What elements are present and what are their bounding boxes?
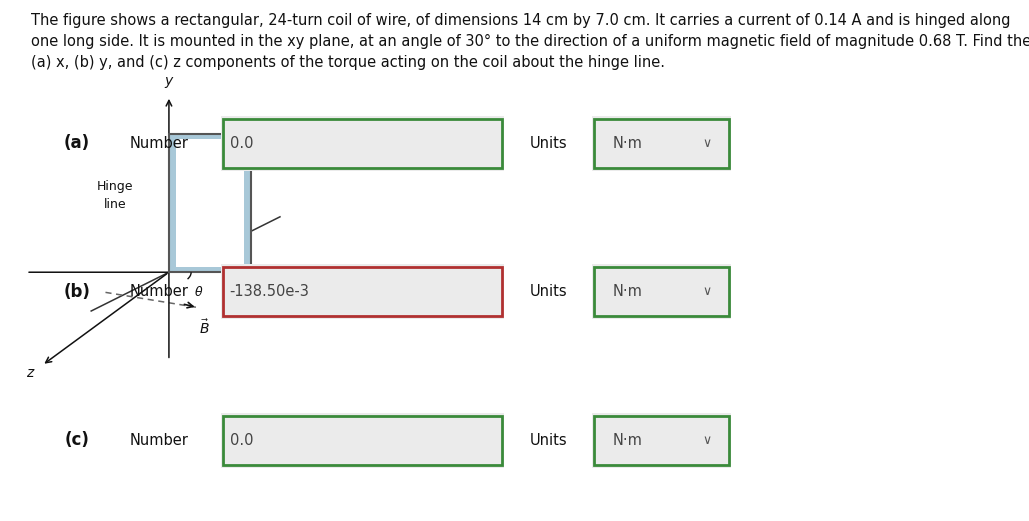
Text: y: y (165, 75, 173, 89)
Text: Number: Number (130, 136, 189, 151)
Text: i: i (256, 135, 259, 148)
Text: (a) x, (b) y, and (c) z components of the torque acting on the coil about the hi: (a) x, (b) y, and (c) z components of th… (31, 55, 665, 70)
Text: Number: Number (130, 284, 189, 299)
Text: -138.50e-3: -138.50e-3 (229, 284, 310, 299)
Text: x: x (382, 265, 390, 279)
Bar (169, 134, 251, 272)
Text: Units: Units (530, 136, 567, 151)
Text: z: z (26, 366, 33, 380)
Bar (169, 134, 251, 272)
Text: 0.0: 0.0 (229, 433, 253, 448)
Text: The figure shows a rectangular, 24-turn coil of wire, of dimensions 14 cm by 7.0: The figure shows a rectangular, 24-turn … (31, 13, 1010, 28)
Text: Units: Units (530, 284, 567, 299)
Text: ∨: ∨ (703, 137, 711, 150)
Text: $\vec{B}$: $\vec{B}$ (199, 319, 210, 338)
Text: ∨: ∨ (703, 434, 711, 446)
Text: ∨: ∨ (703, 286, 711, 298)
Text: N·m: N·m (612, 136, 642, 151)
Text: one long side. It is mounted in the xy plane, at an angle of 30° to the directio: one long side. It is mounted in the xy p… (31, 34, 1029, 49)
Text: Number: Number (130, 433, 189, 448)
Text: $\theta$: $\theta$ (194, 285, 204, 299)
Text: N·m: N·m (612, 433, 642, 448)
Bar (176, 139, 245, 267)
Text: N·m: N·m (612, 284, 642, 299)
Text: (a): (a) (64, 134, 91, 152)
Text: (b): (b) (64, 283, 91, 301)
Text: (c): (c) (65, 431, 90, 449)
Text: 0.0: 0.0 (229, 136, 253, 151)
Text: Units: Units (530, 433, 567, 448)
Text: Hinge
line: Hinge line (97, 180, 133, 211)
